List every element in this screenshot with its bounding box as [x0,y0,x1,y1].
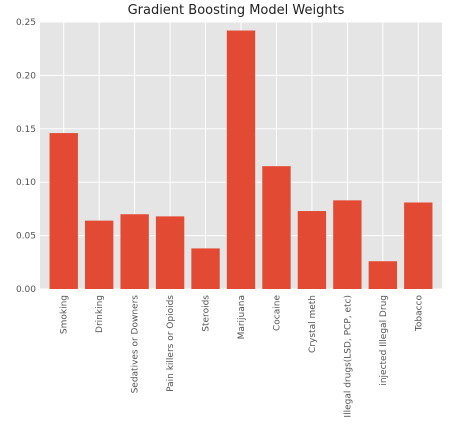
bar-6 [262,166,291,289]
bar-10 [404,202,433,289]
y-tick-label: 0.05 [16,232,36,242]
bar-2 [120,214,149,289]
y-axis-ticks: 0.00 0.05 0.10 0.15 0.20 0.25 [16,18,36,295]
y-tick-label: 0.15 [16,125,36,135]
x-tick-label: Crystal meth [308,295,318,353]
bar-4 [191,248,220,289]
x-tick-label: Cocaine [272,295,282,331]
x-tick-label: Illegal drugs(LSD, PCP, etc) [343,295,353,418]
bar-7 [297,211,327,289]
bar-0 [49,133,78,289]
y-tick-label: 0.00 [16,285,36,295]
bar-5 [226,30,256,289]
bar-3 [155,216,185,289]
x-tick-label: Tobacco [414,295,424,333]
y-tick-label: 0.20 [16,71,36,81]
x-tick-label: Pain killers or Opioids [166,295,176,392]
x-tick-label: Steroids [202,295,212,332]
x-tick-label: Smoking [60,295,70,334]
x-tick-label: Sedatives or Downers [131,295,141,394]
x-tick-label: Drinking [95,295,105,333]
y-tick-label: 0.10 [16,178,36,188]
chart-title: Gradient Boosting Model Weights [128,3,345,18]
bar-8 [333,200,362,289]
bar-9 [368,261,397,289]
x-tick-label: Marijuana [237,295,247,339]
bars [49,30,433,289]
y-tick-label: 0.25 [16,18,36,28]
x-tick-label: injected Illegal Drug [379,295,389,386]
x-axis-ticks: Smoking Drinking Sedatives or Downers Pain … [60,295,425,418]
bar-1 [85,220,114,289]
